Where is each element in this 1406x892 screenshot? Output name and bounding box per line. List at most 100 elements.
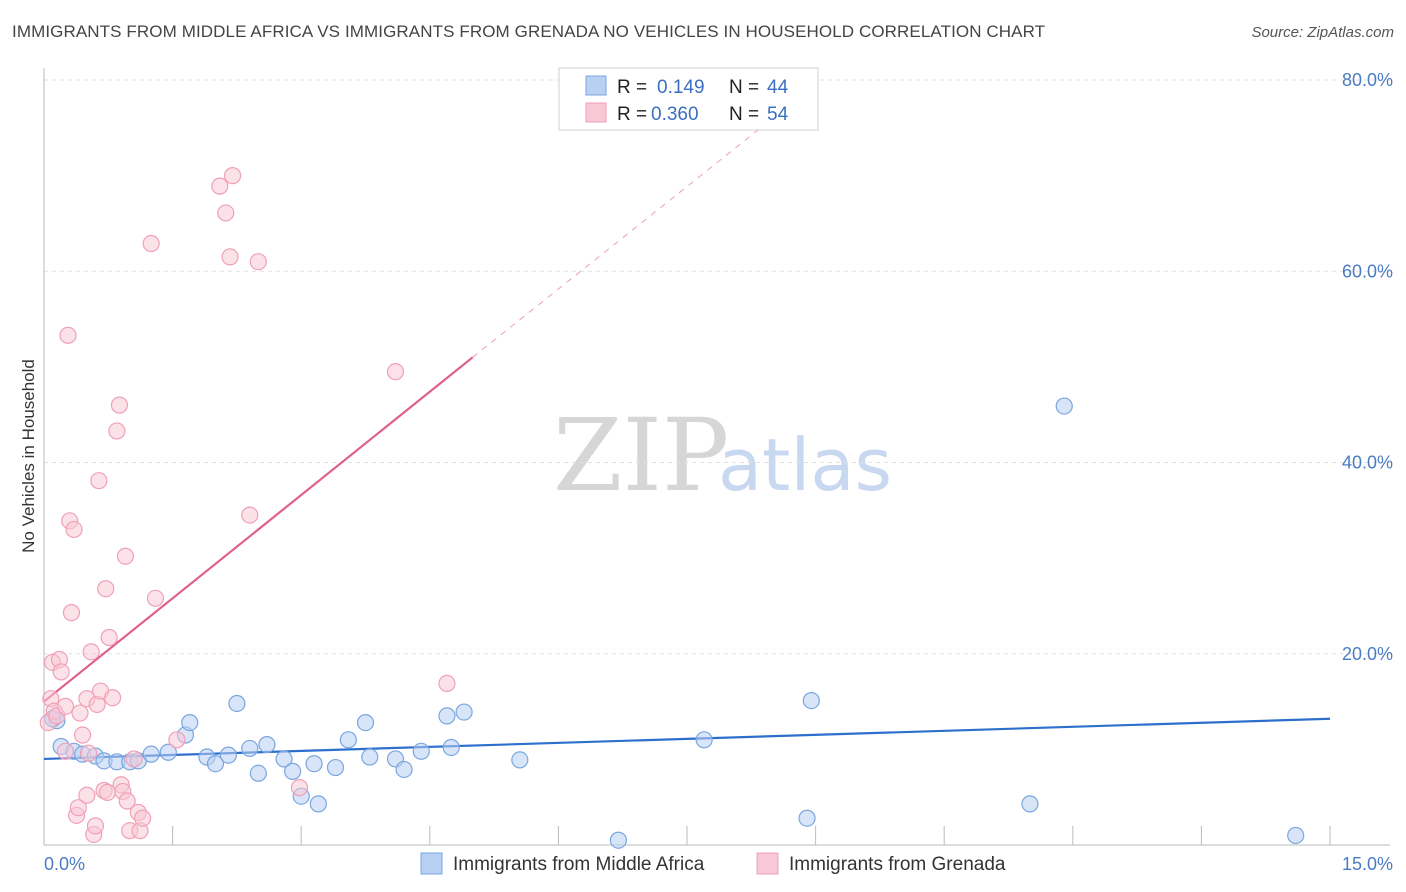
point-grenada-32 — [110, 396, 129, 414]
legend-r-value-1: 0.360 — [651, 104, 699, 125]
point-middle-africa-17 — [241, 739, 259, 758]
series-legend: Immigrants from Middle Africa Immigrants… — [420, 852, 1006, 875]
point-middle-africa-10 — [159, 743, 177, 761]
y-axis-label: No Vehicles in Household — [19, 359, 38, 553]
point-grenada-12 — [65, 520, 83, 539]
point-grenada-14 — [69, 799, 87, 817]
point-grenada-51 — [386, 363, 405, 381]
watermark-atlas: atlas — [718, 423, 892, 507]
legend-swatch-grenada — [585, 102, 607, 123]
legend-r-label-1: R = — [617, 104, 647, 125]
legend-r-label-0: R = — [617, 77, 647, 98]
point-grenada-50 — [290, 779, 309, 797]
trend-lines — [43, 117, 1331, 761]
point-middle-africa-21 — [284, 762, 302, 780]
point-middle-africa-31 — [412, 742, 430, 760]
point-middle-africa-9 — [142, 745, 160, 763]
point-grenada-18 — [78, 786, 96, 804]
y-tick-label-80: 80.0% — [1342, 70, 1393, 90]
point-grenada-36 — [118, 792, 136, 810]
x-tick-label-0: 0.0% — [44, 854, 85, 874]
point-middle-africa-14 — [206, 755, 225, 773]
point-middle-africa-30 — [395, 760, 413, 779]
point-middle-africa-34 — [455, 703, 473, 721]
y-tick-label-40: 40.0% — [1342, 453, 1393, 473]
legend-n-value-0: 44 — [767, 77, 789, 98]
point-middle-africa-41 — [1055, 397, 1073, 415]
series-legend-label-grenada: Immigrants from Grenada — [789, 854, 1006, 875]
point-middle-africa-27 — [356, 713, 375, 732]
point-middle-africa-18 — [249, 764, 267, 782]
y-tick-label-20: 20.0% — [1342, 644, 1393, 664]
chart-title: IMMIGRANTS FROM MIDDLE AFRICA VS IMMIGRA… — [12, 22, 1046, 41]
legend-n-label-0: N = — [729, 77, 759, 98]
point-middle-africa-32 — [438, 707, 456, 725]
point-middle-africa-36 — [609, 831, 628, 849]
point-grenada-19 — [79, 744, 98, 762]
point-grenada-42 — [142, 234, 160, 253]
source-label: Source: ZipAtlas.com — [1251, 24, 1394, 41]
point-middle-africa-23 — [305, 755, 323, 773]
point-grenada-24 — [90, 472, 108, 490]
watermark-zip: ZIP — [553, 397, 729, 514]
point-grenada-20 — [82, 643, 100, 661]
point-middle-africa-33 — [442, 738, 460, 757]
point-middle-africa-35 — [511, 751, 529, 769]
legend-n-value-1: 54 — [767, 104, 789, 125]
y-tick-labels: 20.0% 40.0% 60.0% 80.0% — [1342, 70, 1393, 664]
gridlines — [44, 79, 1392, 655]
point-grenada-7 — [56, 742, 75, 760]
point-grenada-53 — [249, 253, 267, 271]
point-grenada-41 — [133, 809, 152, 827]
point-middle-africa-24 — [309, 795, 327, 813]
point-grenada-16 — [73, 726, 92, 744]
series-legend-swatch-middle-africa — [420, 852, 443, 875]
point-middle-africa-39 — [802, 692, 820, 710]
point-middle-africa-40 — [1021, 795, 1039, 813]
point-grenada-35 — [116, 547, 135, 565]
point-middle-africa-12 — [181, 713, 199, 732]
point-grenada-6 — [52, 663, 70, 681]
point-grenada-49 — [241, 506, 259, 524]
point-middle-africa-25 — [326, 758, 345, 777]
point-middle-africa-42 — [1287, 826, 1305, 845]
point-grenada-8 — [56, 697, 75, 715]
point-grenada-44 — [168, 731, 186, 749]
trend-line-grenada — [43, 356, 474, 703]
point-middle-africa-26 — [339, 731, 357, 749]
legend-swatch-middle-africa — [585, 75, 607, 96]
x-ticks: 0.0% 15.0% — [44, 826, 1393, 874]
point-grenada-52 — [438, 674, 456, 692]
point-grenada-45 — [211, 177, 229, 195]
point-middle-africa-37 — [695, 731, 713, 749]
y-tick-label-60: 60.0% — [1342, 261, 1393, 281]
legend-n-label-1: N = — [729, 104, 759, 125]
trend-line-middle-africa — [43, 717, 1331, 761]
point-grenada-47 — [221, 248, 239, 266]
data-points — [39, 167, 1305, 849]
x-tick-label-15: 15.0% — [1342, 854, 1393, 874]
point-middle-africa-28 — [361, 748, 379, 766]
point-grenada-43 — [146, 589, 165, 607]
series-legend-swatch-grenada — [756, 852, 779, 875]
point-middle-africa-20 — [275, 750, 293, 768]
stats-legend: R = 0.149 N = 44 R = 0.360 N = 54 — [558, 67, 819, 131]
point-grenada-48 — [224, 167, 242, 185]
point-grenada-11 — [62, 604, 81, 622]
point-grenada-22 — [86, 817, 105, 835]
point-middle-africa-38 — [798, 809, 816, 827]
point-grenada-27 — [97, 580, 115, 598]
point-grenada-29 — [100, 628, 118, 647]
legend-r-value-0: 0.149 — [657, 77, 705, 98]
trend-line-grenada-extension — [472, 117, 774, 358]
point-grenada-46 — [217, 204, 235, 222]
point-middle-africa-19 — [258, 735, 276, 754]
point-grenada-30 — [103, 689, 122, 707]
point-grenada-9 — [59, 326, 77, 344]
point-grenada-38 — [125, 750, 143, 768]
series-legend-label-middle-africa: Immigrants from Middle Africa — [453, 854, 705, 875]
point-middle-africa-16 — [228, 694, 246, 713]
point-middle-africa-15 — [219, 746, 237, 764]
point-grenada-15 — [71, 704, 89, 722]
